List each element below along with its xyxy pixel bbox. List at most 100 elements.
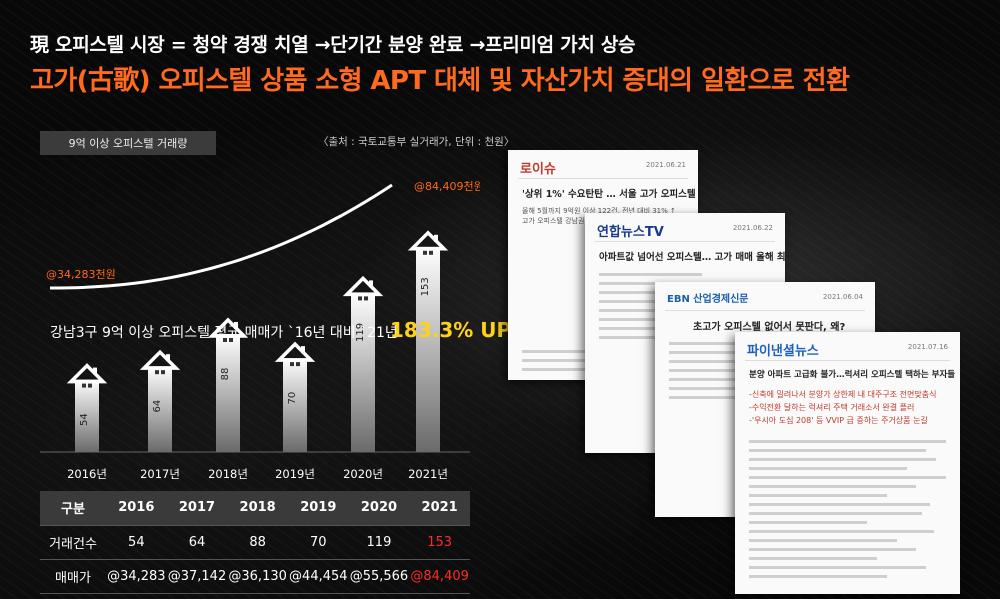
table-cell: @34,283 (106, 559, 167, 594)
chart-bar (416, 246, 440, 452)
chart-bar (148, 366, 172, 452)
divider (595, 241, 775, 242)
house-chimney-icon (166, 354, 170, 362)
bar-value-label: 153 (420, 277, 431, 296)
x-tick-label: 2017년 (140, 467, 180, 480)
house-chimney-icon (369, 280, 373, 288)
source-note: 〈출처 : 국토교통부 실거래가, 단위 : 천원〉 (318, 136, 515, 148)
house-window-icon (161, 370, 165, 375)
table-header-cell: 2019 (287, 491, 349, 526)
table-header-cell: 2017 (166, 491, 228, 526)
news-clipping-fnnews: 파이낸셜뉴스 2021.07.16 분양 아파트 고급화 불가…럭셔리 오피스텔… (735, 332, 960, 594)
house-chimney-icon (301, 346, 305, 354)
news-bullet: -'우시아 도심 208' 등 VVIP 급 증하는 주거상품 눈길 (749, 416, 928, 425)
chart-bar (75, 379, 99, 452)
house-window-icon (423, 250, 427, 255)
table-header-cell: 2018 (227, 491, 288, 526)
house-roof-icon (139, 349, 181, 370)
house-roof-icon (274, 341, 316, 362)
first-price-label: @34,283천원 (46, 267, 116, 281)
news-date: 2021.07.16 (907, 343, 948, 351)
house-window-icon (429, 250, 433, 255)
table-row: 거래건수 54 64 88 70 119 153 (40, 525, 470, 560)
table-row: 매매가 @34,283 @37,142 @36,130 @44,454 @55,… (40, 559, 470, 594)
house-window-icon (296, 362, 300, 367)
headline-conversion: 고가(古歌) 오피스텔 상품 소형 APT 대체 및 자산가치 증대의 일환으로… (30, 66, 850, 96)
chart-bar (283, 358, 307, 452)
x-tick-label: 2020년 (343, 467, 383, 480)
news-date: 2021.06.04 (822, 293, 863, 301)
x-tick-label: 2016년 (67, 467, 107, 480)
house-window-icon (229, 337, 233, 342)
table-cell: 64 (166, 525, 228, 560)
house-chimney-icon (434, 234, 438, 242)
last-price-label: @84,409천원 (414, 179, 480, 193)
table-header-row: 구분 2016 2017 2018 2019 2020 2021 (40, 491, 470, 526)
bar-value-label: 64 (152, 400, 163, 413)
bar-value-label: 119 (355, 323, 366, 342)
news-date: 2021.06.22 (732, 224, 773, 232)
divider (745, 360, 950, 361)
news-headline: 분양 아파트 고급화 불가…럭셔리 오피스텔 택하는 부자들 (749, 370, 956, 380)
x-tick-label: 2021년 (408, 467, 448, 480)
house-window-icon (82, 383, 86, 388)
news-headline: 초고가 오피스텔 없어서 못판다, 왜? (693, 322, 846, 333)
table-header-cell: 2020 (348, 491, 410, 526)
table-header-cell: 2016 (106, 491, 167, 526)
news-bullet-list: -신축에 밀려나서 분양가 상한제 내 대주구조 전면맞춤식 -수익전환 달하는… (749, 388, 936, 427)
divider (518, 178, 688, 179)
table-header-cell: 2021 (409, 491, 470, 526)
house-chimney-icon (234, 321, 238, 329)
house-window-icon (358, 296, 362, 301)
table-cell: @36,130 (227, 559, 288, 594)
x-tick-label: 2018년 (208, 467, 248, 480)
bar-value-label: 70 (287, 392, 298, 405)
news-logo: 로이슈 (520, 162, 556, 177)
news-headline: 아파트값 넘어선 오피스텔… 고가 매매 올해 최대 (599, 252, 785, 263)
chart-bar (216, 333, 240, 452)
news-logo: 파이낸셜뉴스 (747, 344, 819, 359)
table-header-cell: 구분 (40, 491, 106, 526)
headline-market-summary: 現 오피스텔 시장 = 청약 경쟁 치열 →단기간 분양 완료 →프리미엄 가치… (30, 34, 636, 56)
price-trend-line (50, 183, 393, 290)
table-cell: @55,566 (348, 559, 410, 594)
news-lead-line: 고가 오피스텔 강남권 집 (522, 217, 594, 225)
house-window-icon (88, 383, 92, 388)
table-cell: 88 (227, 525, 288, 560)
table-cell-highlight: 153 (409, 525, 470, 560)
table-cell: 70 (287, 525, 349, 560)
house-chimney-icon (93, 367, 97, 375)
house-window-icon (223, 337, 227, 342)
news-logo: 연합뉴스TV (597, 225, 664, 240)
gangnam-callout-text: 강남3구 9억 이상 오피스텔 평균 매매가 `16년 대비 `21년 (50, 325, 398, 341)
house-window-icon (155, 370, 159, 375)
news-bullet: -신축에 밀려나서 분양가 상한제 내 대주구조 전면맞춤식 (749, 390, 937, 399)
news-lead-line: 올해 5월까지 9억원 이상 122건, 전년 대비 31% ↑ (522, 207, 676, 215)
news-lead: 올해 5월까지 9억원 이상 122건, 전년 대비 31% ↑ 고가 오피스텔… (522, 206, 676, 226)
house-roof-icon (407, 230, 449, 251)
table-cell: 54 (106, 525, 167, 560)
transaction-chart: 54 2016년 64 2017년 88 2018년 70 2019년 119 2020년 153 2… (40, 179, 480, 480)
growth-percentage: 183.3% UP (390, 318, 512, 342)
house-window-icon (364, 296, 368, 301)
house-roof-icon (342, 275, 384, 297)
x-tick-label: 2019년 (275, 467, 315, 480)
news-headline: '상위 1%' 수요탄탄 … 서울 고가 오피스텔 거래 꾸준 (522, 189, 698, 200)
house-window-icon (290, 362, 294, 367)
news-date: 2021.06.21 (645, 161, 686, 169)
row-label-price: 매매가 (40, 559, 106, 594)
bar-value-label: 54 (79, 413, 90, 426)
news-body-text (749, 440, 946, 584)
table-cell-highlight: @84,409 (409, 559, 470, 594)
house-roof-icon (66, 363, 108, 384)
news-bullet: -수익전환 달하는 럭셔리 주택 거래소서 완결 플러 (749, 403, 915, 412)
table-cell: @44,454 (287, 559, 349, 594)
table-cell: 119 (348, 525, 410, 560)
row-label-count: 거래건수 (40, 525, 106, 560)
panel-tab-label: 9억 이상 오피스텔 거래량 (40, 131, 216, 155)
news-logo: EBN 산업경제신문 (667, 294, 749, 305)
divider (665, 310, 865, 311)
summary-table: 구분 2016 2017 2018 2019 2020 2021 거래건수 54… (40, 491, 470, 594)
table-cell: @37,142 (166, 559, 228, 594)
chart-bar (351, 292, 375, 452)
